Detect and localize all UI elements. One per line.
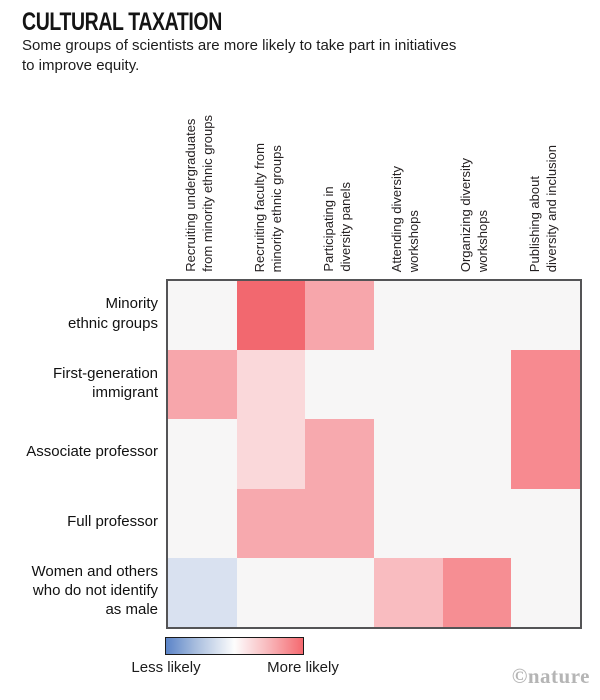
heatmap-cell-r1-c2 (305, 350, 374, 420)
row-label-3: Full professor (67, 512, 158, 530)
row-label-4: Women and others who do not identify as … (31, 562, 158, 618)
column-header-label: Recruiting undergraduates from minority … (183, 115, 216, 272)
heatmap-cell-r1-c1 (236, 350, 306, 420)
heatmap-cell-r2-c5 (511, 419, 580, 489)
heatmap-cell-r3-c4 (442, 488, 512, 558)
heatmap-cell-r0-c5 (511, 281, 580, 351)
column-header-3: Attending diversity workshops (372, 70, 441, 272)
row-label-1: First-generation immigrant (52, 364, 158, 401)
heatmap-cell-r0-c3 (373, 281, 443, 351)
heatmap-cell-r2-c1 (236, 419, 306, 489)
legend-less-likely-label: Less likely (131, 659, 201, 676)
heatmap-cell-r1-c5 (511, 350, 580, 420)
column-header-1: Recruiting faculty from minority ethnic … (235, 70, 304, 272)
heatmap-cell-r4-c5 (511, 557, 580, 627)
heatmap-cell-r2-c4 (442, 419, 512, 489)
heatmap-cell-r3-c5 (511, 488, 580, 558)
heatmap-cell-r2-c2 (305, 419, 374, 489)
heatmap-cell-r0-c0 (168, 281, 237, 351)
color-scale-legend-bar (165, 637, 304, 655)
column-header-5: Publishing about diversity and inclusion (509, 70, 578, 272)
heatmap-cell-r4-c3 (373, 557, 443, 627)
nature-logo: ©nature (511, 664, 590, 688)
heatmap-cell-r0-c1 (236, 281, 306, 351)
heatmap-row-labels: Minority ethnic groups First-generation i… (0, 279, 158, 625)
page-title: CULTURAL TAXATION (22, 8, 222, 36)
column-header-4: Organizing diversity workshops (441, 70, 510, 272)
heatmap-cell-r4-c4 (442, 557, 512, 627)
heatmap-cell-r2-c0 (168, 419, 237, 489)
heatmap-grid (166, 279, 582, 629)
column-header-label: Publishing about diversity and inclusion (526, 144, 559, 272)
heatmap-cell-r4-c1 (236, 557, 306, 627)
row-label-2: Associate professor (26, 443, 158, 461)
heatmap-cell-r0-c2 (305, 281, 374, 351)
heatmap-cell-r3-c0 (168, 488, 237, 558)
heatmap-cell-r2-c3 (373, 419, 443, 489)
heatmap-cell-r1-c4 (442, 350, 512, 420)
legend-more-likely-label: More likely (267, 659, 339, 676)
column-header-label: Participating in diversity panels (320, 182, 353, 272)
heatmap-cell-r4-c2 (305, 557, 374, 627)
heatmap-cell-r1-c0 (168, 350, 237, 420)
column-header-label: Organizing diversity workshops (458, 157, 490, 272)
row-label-0: Minority ethnic groups (67, 295, 158, 332)
heatmap-cell-r3-c1 (236, 488, 306, 558)
heatmap-cell-r0-c4 (442, 281, 512, 351)
column-header-2: Participating in diversity panels (303, 70, 372, 272)
heatmap-column-headers: Recruiting undergraduates from minority … (166, 70, 578, 272)
column-header-label: Recruiting faculty from minority ethnic … (252, 142, 284, 272)
heatmap-cell-r1-c3 (373, 350, 443, 420)
chart-subtitle: Some groups of scientists are more likel… (22, 37, 457, 75)
column-header-label: Attending diversity workshops (389, 165, 422, 272)
heatmap-cell-r3-c3 (373, 488, 443, 558)
heatmap-cell-r4-c0 (168, 557, 237, 627)
heatmap-cell-r3-c2 (305, 488, 374, 558)
column-header-0: Recruiting undergraduates from minority … (166, 70, 235, 272)
